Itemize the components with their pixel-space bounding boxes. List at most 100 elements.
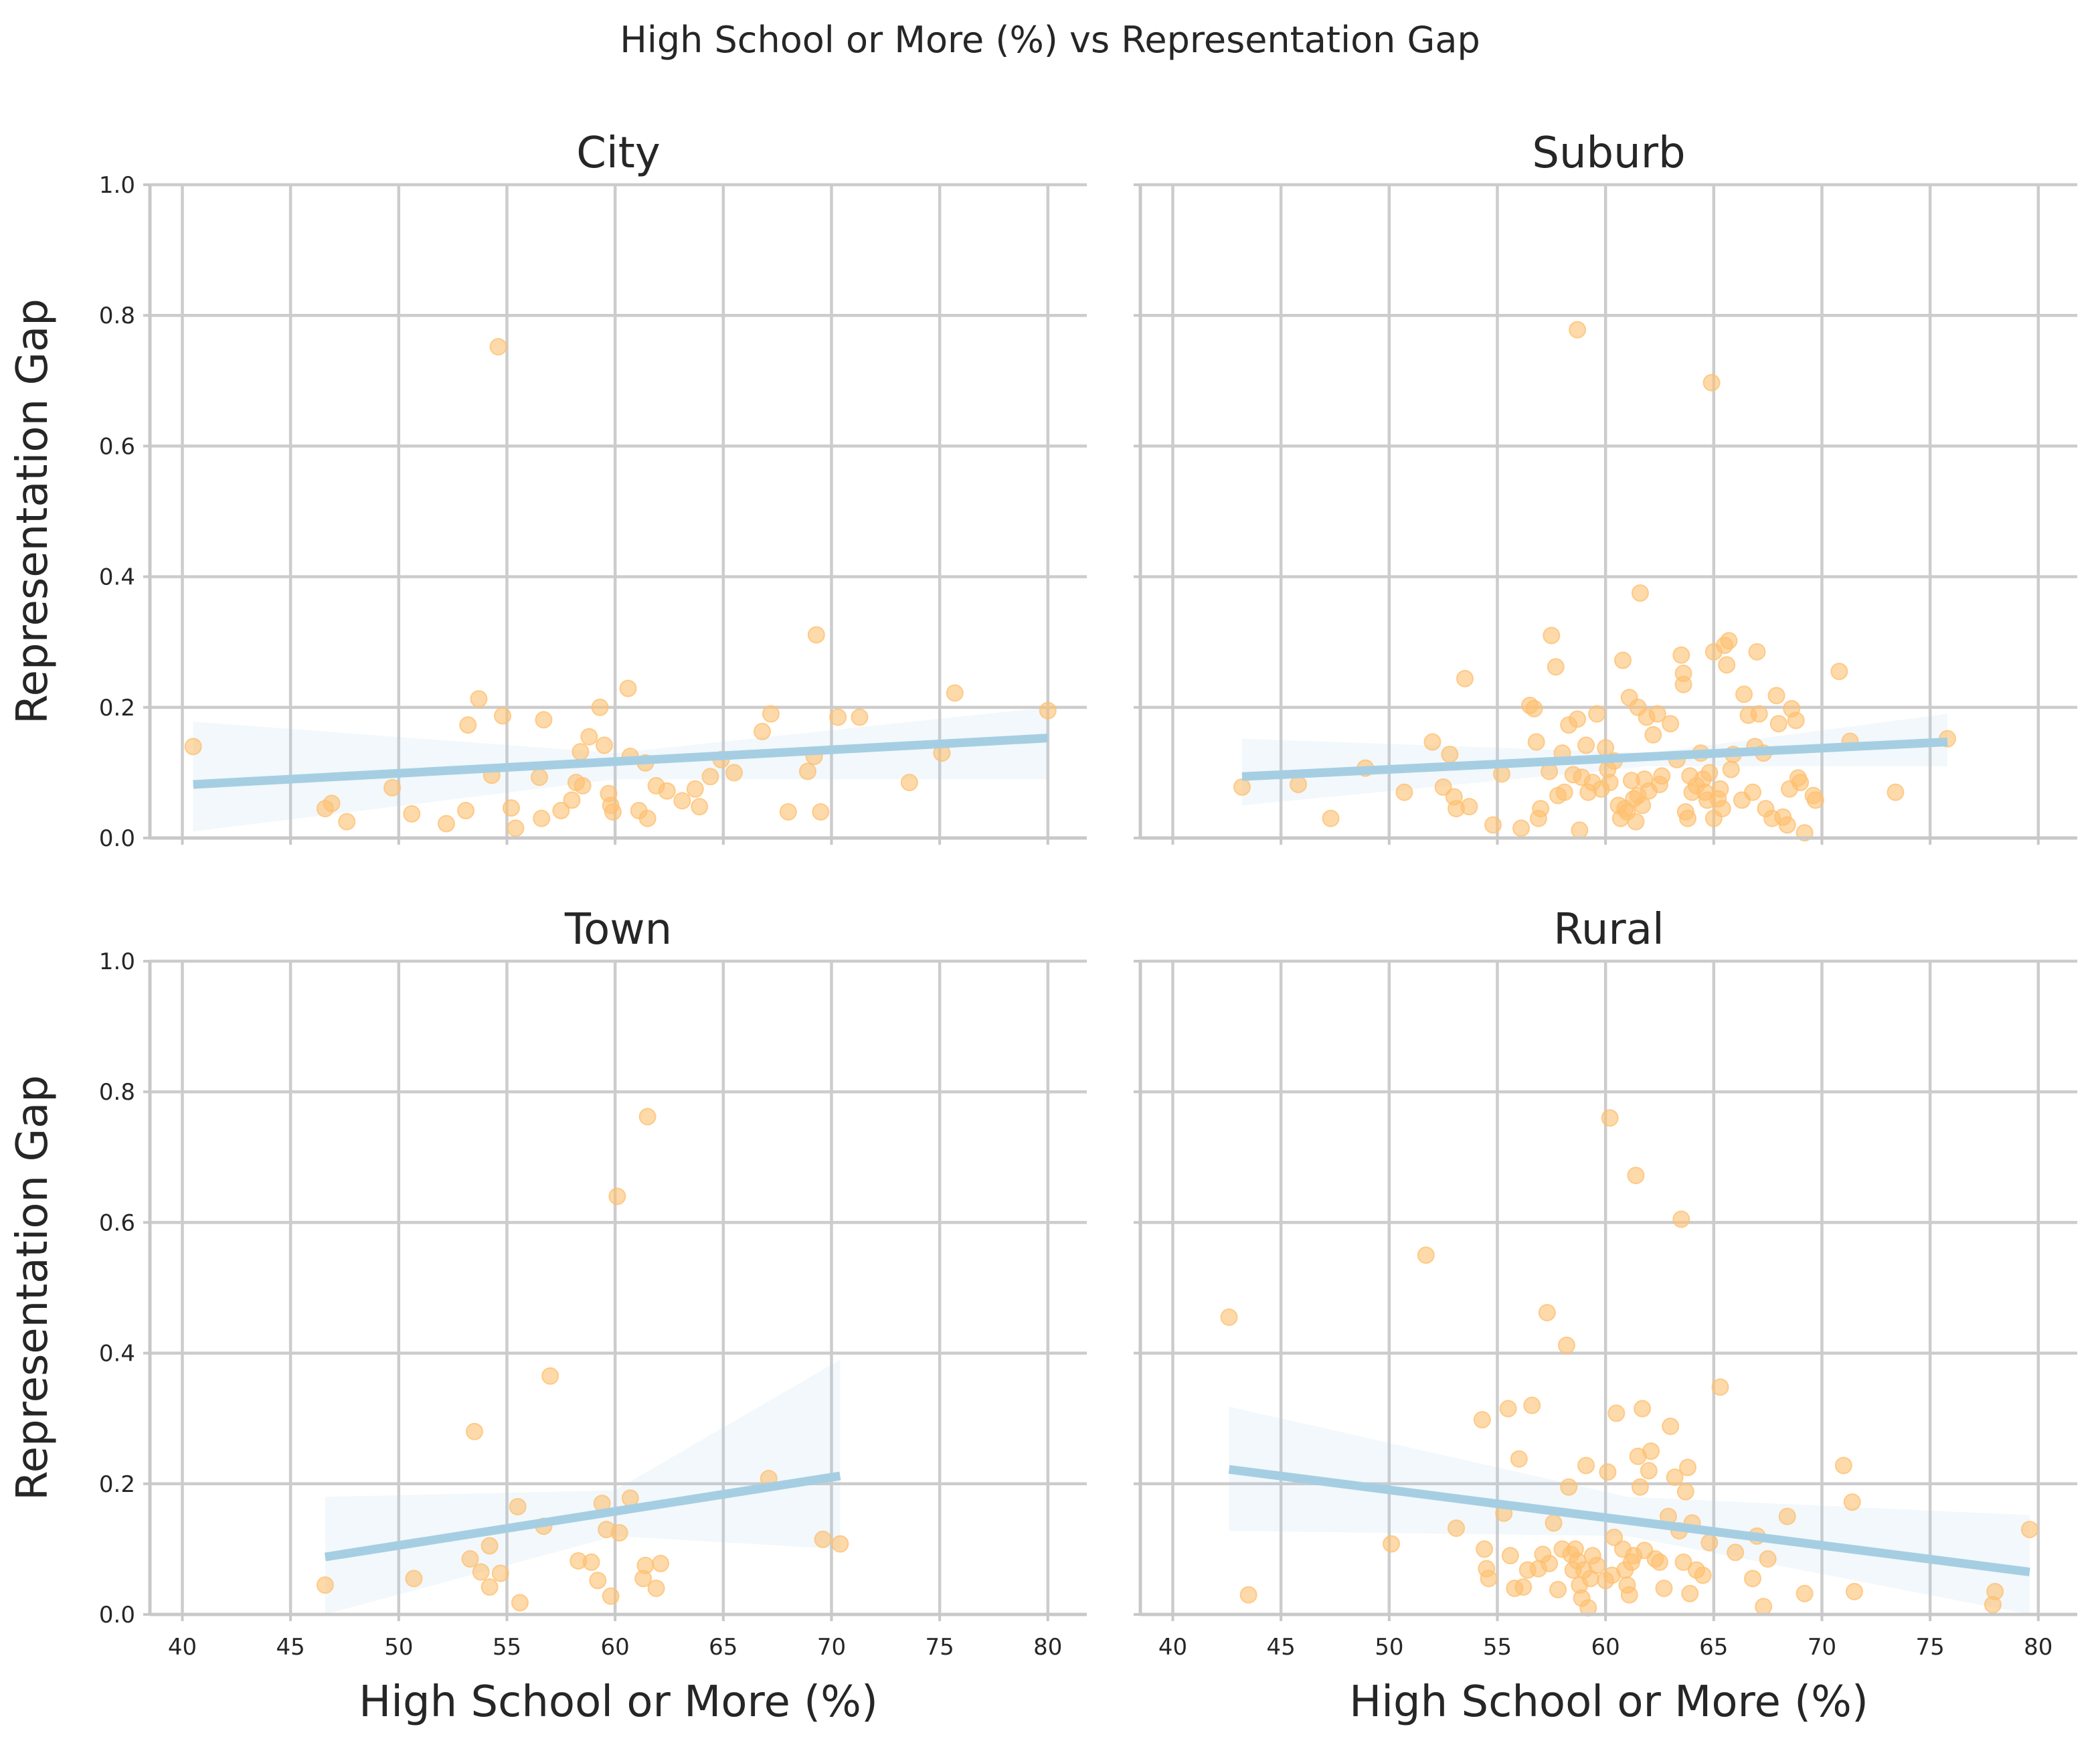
data-point xyxy=(589,1572,607,1590)
data-point xyxy=(1748,643,1766,661)
data-point xyxy=(619,679,637,697)
data-point xyxy=(608,1187,626,1205)
data-point xyxy=(798,762,816,780)
figure-suptitle: High School or More (%) vs Representatio… xyxy=(620,19,1480,61)
data-point xyxy=(1834,1456,1852,1475)
data-point xyxy=(1605,1528,1624,1546)
data-point xyxy=(1627,813,1645,831)
y-tick-label: 0.0 xyxy=(99,1602,135,1628)
data-point xyxy=(1448,1519,1466,1537)
data-point xyxy=(502,799,520,817)
data-point xyxy=(1711,780,1729,798)
panel-title-rural: Rural xyxy=(1553,905,1664,954)
data-point xyxy=(701,768,719,786)
data-point xyxy=(511,1594,529,1612)
data-point xyxy=(1460,798,1478,816)
data-point xyxy=(1473,1411,1491,1429)
data-point xyxy=(383,778,402,797)
data-point xyxy=(1843,1493,1861,1511)
data-point xyxy=(552,802,570,820)
y-tick-label: 0.4 xyxy=(99,564,135,591)
data-point xyxy=(1727,1543,1745,1562)
data-point xyxy=(1791,774,1810,792)
y-tick-label: 0.8 xyxy=(99,1079,135,1106)
data-point xyxy=(465,1422,483,1440)
data-point xyxy=(1484,816,1502,834)
data-point xyxy=(604,803,622,821)
y-tick-label: 0.2 xyxy=(99,1471,135,1498)
data-point xyxy=(1607,1404,1626,1422)
data-point xyxy=(1887,783,1905,801)
data-point xyxy=(1423,733,1441,751)
data-point xyxy=(1541,1554,1559,1572)
panels: 0.0 0.2 0.4 0.6 0.8 1.0 City Representation Gap… xyxy=(8,129,2077,1727)
data-point xyxy=(1986,1582,2004,1600)
data-point xyxy=(638,1108,657,1126)
y-tick-label: 0.6 xyxy=(99,433,135,460)
x-tick-label: 65 xyxy=(709,1634,737,1661)
data-point xyxy=(610,1524,628,1541)
data-point xyxy=(1577,736,1595,754)
data-point xyxy=(946,684,964,702)
data-point xyxy=(582,1553,600,1571)
data-point xyxy=(1434,778,1452,796)
data-point xyxy=(1417,1246,1435,1264)
data-point xyxy=(1614,651,1632,669)
y-tick-label: 0.0 xyxy=(99,825,135,852)
data-point xyxy=(1456,669,1474,687)
points-town xyxy=(316,1108,849,1612)
data-point xyxy=(1620,1586,1638,1604)
data-point xyxy=(1501,1547,1519,1565)
data-point xyxy=(812,803,830,821)
data-point xyxy=(572,743,590,761)
data-point xyxy=(1601,774,1619,792)
data-point xyxy=(1322,809,1340,827)
data-point xyxy=(591,698,609,716)
data-point xyxy=(1547,658,1565,676)
data-point xyxy=(489,338,507,356)
data-point xyxy=(1557,1336,1575,1354)
data-point xyxy=(1538,1304,1556,1322)
y-tick-label: 0.6 xyxy=(99,1209,135,1236)
data-point xyxy=(491,1564,509,1582)
data-point xyxy=(1640,1462,1658,1480)
data-point xyxy=(1512,819,1530,837)
data-point xyxy=(1650,1553,1668,1571)
data-point xyxy=(1672,1210,1690,1228)
regression-line-rural xyxy=(1228,1465,2030,1577)
data-point xyxy=(1571,821,1589,839)
data-point xyxy=(1744,783,1762,801)
grid-rural xyxy=(1140,959,2077,1616)
data-point xyxy=(472,1563,490,1581)
data-point xyxy=(1778,1507,1796,1525)
data-point xyxy=(1694,1566,1712,1584)
confidence-band-rural xyxy=(1229,1406,2030,1614)
data-point xyxy=(1239,1586,1257,1604)
data-point xyxy=(652,1554,670,1572)
data-point xyxy=(1750,705,1768,723)
data-point xyxy=(494,707,512,725)
data-point xyxy=(1569,321,1587,339)
data-point xyxy=(1700,764,1719,782)
data-point xyxy=(1499,1400,1517,1418)
data-point xyxy=(405,1570,423,1588)
data-point xyxy=(658,782,676,800)
data-point xyxy=(1476,1540,1494,1558)
data-point xyxy=(1514,1578,1533,1596)
data-point xyxy=(1674,675,1692,693)
data-point xyxy=(541,1367,559,1385)
data-point xyxy=(1039,701,1057,720)
data-point xyxy=(1532,800,1550,818)
data-point xyxy=(1806,791,1824,809)
data-point xyxy=(725,764,743,782)
data-point xyxy=(1527,733,1545,751)
data-point xyxy=(1655,1579,1673,1597)
data-point xyxy=(1525,699,1543,718)
data-point xyxy=(184,738,202,756)
data-point xyxy=(2020,1521,2038,1539)
x-axis-label: High School or More (%) xyxy=(1349,1677,1868,1727)
data-point xyxy=(1383,1535,1401,1553)
x-tick-label: 70 xyxy=(817,1634,846,1661)
y-axis-label: Representation Gap xyxy=(8,1075,58,1501)
